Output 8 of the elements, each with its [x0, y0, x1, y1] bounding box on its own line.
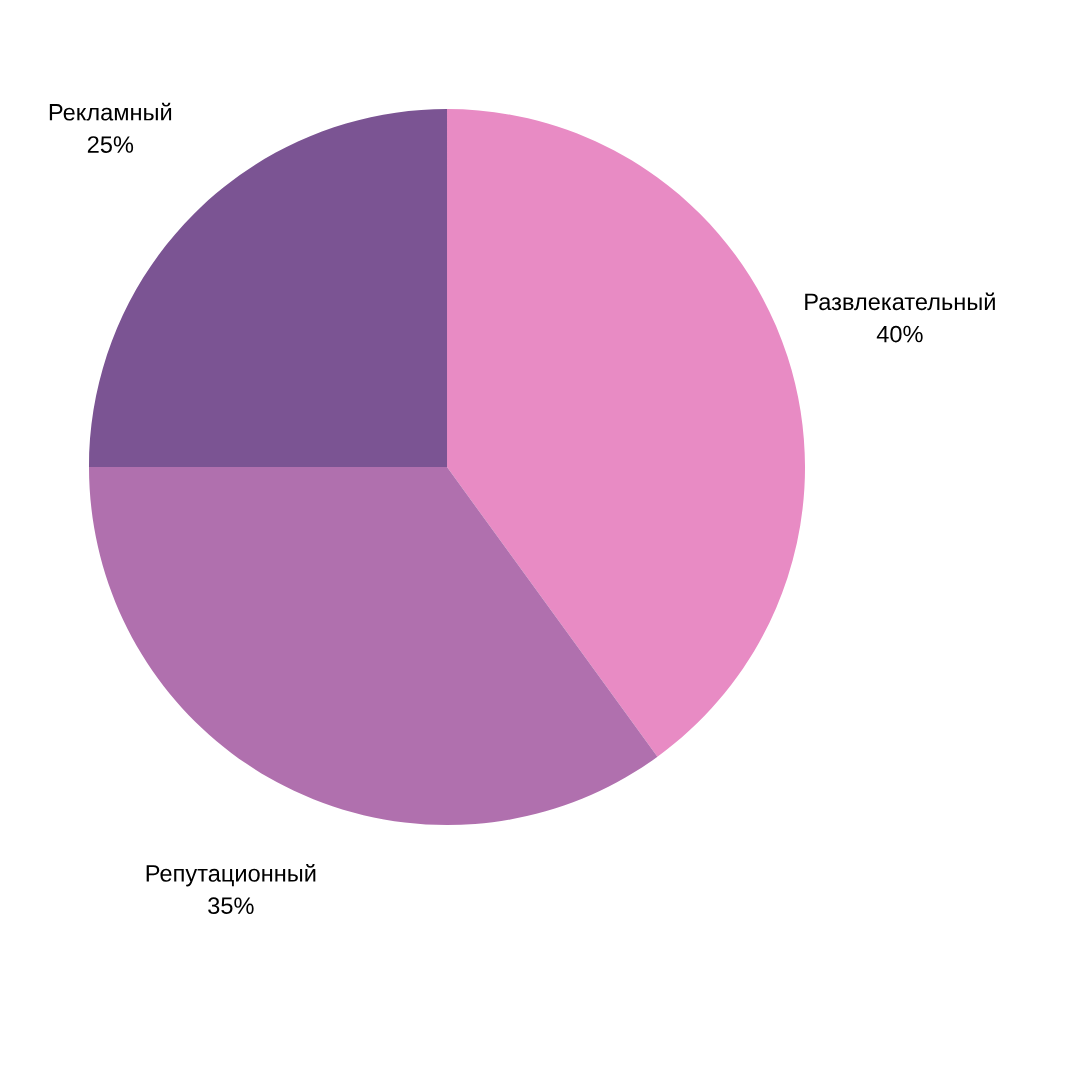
- slice-label: Развлекательный: [805, 292, 995, 311]
- slice-label: Рекламный: [49, 102, 172, 121]
- pie-slice: [447, 109, 806, 757]
- data-label: 25%: [87, 136, 134, 153]
- pie-slice: [88, 467, 658, 826]
- slice-label: Репутационный: [146, 864, 316, 887]
- data-label: 35%: [208, 897, 254, 915]
- data-label: 40%: [876, 325, 923, 343]
